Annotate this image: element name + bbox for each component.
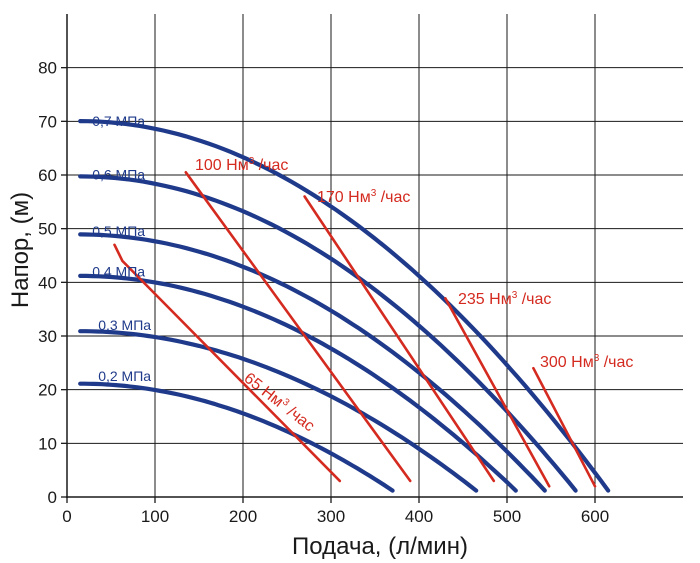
x-tick-label: 200	[229, 507, 257, 526]
pressure-curve	[78, 232, 547, 493]
y-tick-label: 40	[38, 273, 57, 292]
y-axis-title: Напор, (м)	[7, 192, 34, 308]
grid	[67, 14, 683, 497]
x-tick-label: 0	[62, 507, 71, 526]
pressure-curve	[78, 119, 611, 493]
air-flow-lines	[113, 171, 597, 488]
y-tick-label: 30	[38, 327, 57, 346]
x-tick-label: 100	[141, 507, 169, 526]
pressure-curve	[78, 329, 479, 493]
x-tick-label: 300	[317, 507, 345, 526]
pressure-curves	[78, 119, 611, 493]
pressure-curve-label: 0,5 МПа	[92, 223, 145, 239]
air-flow-label: 300 Нм3 /час	[540, 353, 633, 371]
y-tick-label: 10	[38, 434, 57, 453]
air-flow-label: 100 Нм3 /час	[195, 156, 288, 174]
series-labels: 0,7 МПа 0,6 МПа 0,5 МПа 0,4 МПа 0,3 МПа 0,2 М…	[92, 113, 633, 435]
y-tick-label: 20	[38, 381, 57, 400]
pressure-curve-label: 0,7 МПа	[92, 113, 145, 129]
pressure-curve-label: 0,3 МПа	[98, 317, 151, 333]
air-flow-line	[113, 243, 342, 483]
air-flow-line	[444, 297, 551, 488]
pressure-curve	[78, 273, 518, 493]
y-tick-label: 0	[48, 488, 57, 507]
y-tick-label: 80	[38, 59, 57, 78]
y-tick-label: 60	[38, 166, 57, 185]
air-flow-label: 235 Нм3 /час	[458, 290, 551, 308]
x-tick-label: 600	[581, 507, 609, 526]
pressure-curve	[78, 381, 395, 493]
y-tick-label: 70	[38, 112, 57, 131]
y-tick-label: 50	[38, 220, 57, 239]
air-flow-line	[184, 171, 412, 483]
x-tick-label: 400	[405, 507, 433, 526]
air-flow-label: 65 Нм3 /час	[241, 369, 319, 435]
pressure-curve-label: 0,4 МПа	[92, 263, 145, 279]
pressure-curve	[78, 174, 578, 493]
pressure-curve-label: 0,2 МПа	[98, 368, 151, 384]
x-tick-label: 500	[493, 507, 521, 526]
air-flow-label: 170 Нм3 /час	[317, 188, 410, 206]
air-flow-line	[532, 366, 597, 488]
air-flow-line	[303, 195, 496, 483]
x-axis-title: Подача, (л/мин)	[292, 533, 468, 560]
axes: 0 100 200 300 400 500 600 0 10 20 30 40 50 60 70 80	[38, 14, 683, 526]
pressure-curve-label: 0,6 МПа	[92, 167, 145, 183]
